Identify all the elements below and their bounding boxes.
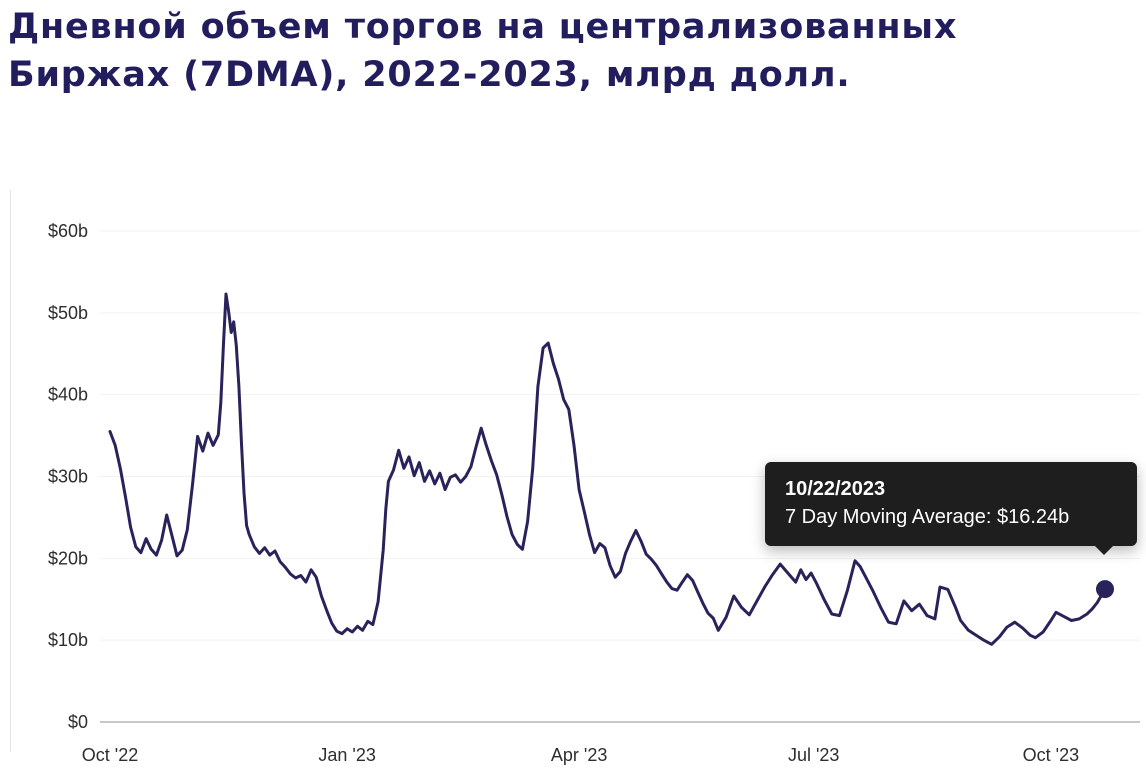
page-title: Дневной объем торгов на централизованных… xyxy=(8,4,1138,100)
x-tick-label: Jul '23 xyxy=(788,745,839,765)
page-title-line2: Биржах (7DMA), 2022-2023, млрд долл. xyxy=(8,54,851,95)
tooltip-caret xyxy=(1095,545,1113,555)
y-tick-label: $40b xyxy=(48,385,88,405)
tooltip: 10/22/2023 7 Day Moving Average: $16.24b xyxy=(765,462,1137,555)
y-tick-label: $20b xyxy=(48,548,88,568)
x-tick-label: Apr '23 xyxy=(551,745,607,765)
x-tick-label: Oct '23 xyxy=(1023,745,1079,765)
tooltip-value: 7 Day Moving Average: $16.24b xyxy=(785,506,1070,529)
page-title-line1: Дневной объем торгов на централизованных xyxy=(8,7,958,47)
y-tick-label: $0 xyxy=(68,712,88,732)
header: Дневной объем торгов на централизованных… xyxy=(0,0,1146,100)
y-tick-label: $50b xyxy=(48,303,88,323)
y-tick-label: $30b xyxy=(48,467,88,487)
y-tick-label: $60b xyxy=(48,221,88,241)
y-tick-label: $10b xyxy=(48,630,88,650)
volume-line[interactable] xyxy=(108,292,1107,646)
card-left-border xyxy=(10,190,11,752)
x-tick-label: Jan '23 xyxy=(318,745,375,765)
end-point-dot[interactable] xyxy=(1096,580,1114,599)
chart-card: $0 $10b $20b $30b $40b $50b $60b Oct '22 Jan '23… xyxy=(0,190,1146,778)
tooltip-date: 10/22/2023 xyxy=(785,478,886,500)
line-chart[interactable]: $0 $10b $20b $30b $40b $50b $60b Oct '22 Jan '23… xyxy=(0,190,1146,778)
x-tick-label: Oct '22 xyxy=(82,745,138,765)
